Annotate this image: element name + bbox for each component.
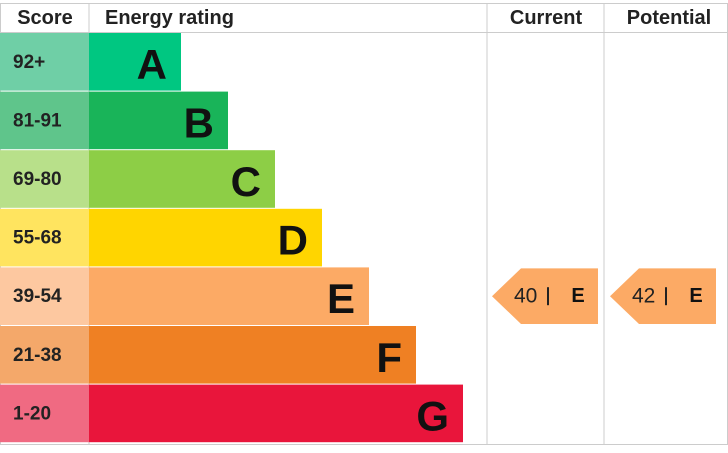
score-cell [0,150,89,208]
rating-bar [89,326,416,384]
rating-letter: D [278,217,308,264]
score-range: 39-54 [13,286,62,307]
rating-letter: F [376,334,402,381]
score-range: 69-80 [13,169,62,190]
rating-bar [89,91,228,150]
score-range: 81-91 [13,110,62,131]
score-cell [0,326,89,384]
rating-bar [89,267,369,325]
potential-arrow [610,268,716,324]
rating-letter: A [137,41,167,88]
rating-bar [89,208,322,267]
header-potential: Potential [627,7,711,29]
score-range: 1-20 [13,403,51,424]
potential-rating: E [689,285,702,307]
rating-bar [89,33,181,91]
score-cell [0,91,89,150]
score-range: 21-38 [13,345,62,366]
current-value: 40 [514,285,537,308]
score-range: 92+ [13,52,45,73]
header-current: Current [510,7,583,29]
rating-letter: B [184,99,214,146]
score-range: 55-68 [13,228,62,249]
score-cell [0,384,89,443]
score-cell [0,267,89,325]
rating-letter: G [416,392,449,439]
rating-bar [89,150,275,208]
rating-letter: E [327,275,355,322]
rating-letter: C [231,158,261,205]
score-cell [0,33,89,91]
potential-value: 42 [632,285,655,308]
rating-bar [89,384,463,443]
score-cell [0,208,89,267]
current-arrow [492,268,598,324]
header-score: Score [17,7,73,29]
header-rating: Energy rating [105,7,234,29]
current-rating: E [571,285,584,307]
